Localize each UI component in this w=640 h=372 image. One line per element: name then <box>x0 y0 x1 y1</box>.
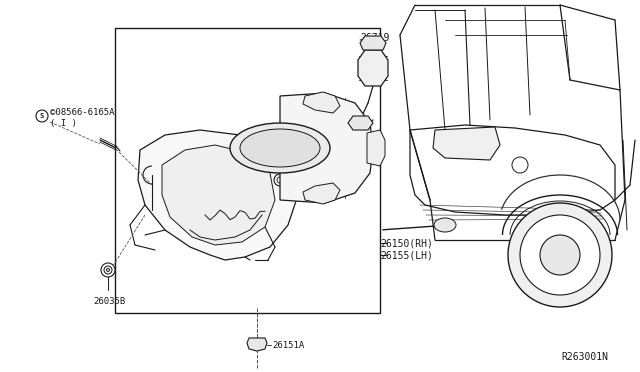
Circle shape <box>104 266 112 274</box>
Polygon shape <box>280 93 373 203</box>
Text: 26719: 26719 <box>360 33 389 43</box>
Circle shape <box>101 263 115 277</box>
Text: 26035B: 26035B <box>93 298 125 307</box>
Text: R263001N: R263001N <box>561 352 608 362</box>
Circle shape <box>508 203 612 307</box>
Polygon shape <box>247 338 267 351</box>
Polygon shape <box>138 130 298 260</box>
Circle shape <box>274 174 286 186</box>
Polygon shape <box>303 183 340 204</box>
Polygon shape <box>360 36 386 50</box>
Text: S: S <box>40 113 44 119</box>
Circle shape <box>277 177 283 183</box>
Text: 26150(RH): 26150(RH) <box>380 238 433 248</box>
Circle shape <box>512 157 528 173</box>
Text: 26151A: 26151A <box>272 340 304 350</box>
Polygon shape <box>303 92 340 113</box>
Circle shape <box>36 110 48 122</box>
Ellipse shape <box>434 218 456 232</box>
Text: ©08566-6165A
( I ): ©08566-6165A ( I ) <box>50 108 115 128</box>
Circle shape <box>520 215 600 295</box>
Polygon shape <box>162 145 275 245</box>
Circle shape <box>252 339 260 347</box>
Polygon shape <box>367 130 385 166</box>
Polygon shape <box>433 127 500 160</box>
Ellipse shape <box>240 129 320 167</box>
Bar <box>115 28 380 313</box>
Ellipse shape <box>230 123 330 173</box>
Text: 26155(LH): 26155(LH) <box>380 250 433 260</box>
Polygon shape <box>348 116 373 130</box>
Polygon shape <box>358 50 388 86</box>
Circle shape <box>540 235 580 275</box>
Circle shape <box>106 269 109 272</box>
